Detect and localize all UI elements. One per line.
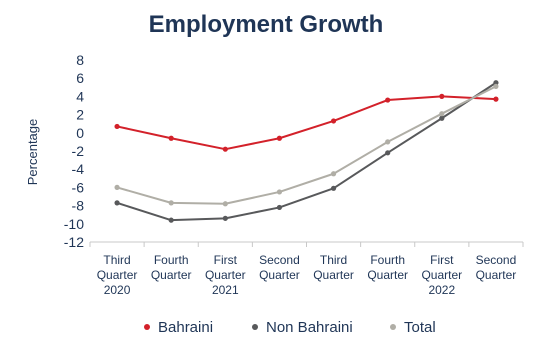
data-point-total — [114, 184, 120, 190]
x-tick-label-line: Fourth — [370, 253, 405, 267]
x-tick-label: Third Quarter 2020 — [97, 253, 138, 297]
x-tick-label-line: Fourth — [154, 253, 189, 267]
y-axis: 8 6 4 2 0 -2 -4 -6 -8 -10 -12 — [64, 52, 84, 250]
data-point-non-bahraini — [222, 215, 228, 221]
x-tick-label: Second Quarter — [259, 253, 300, 282]
data-point-non-bahraini — [385, 150, 391, 156]
x-tick-label-line: Quarter — [476, 268, 517, 282]
series-line-non-bahraini — [116, 81, 497, 222]
y-tick-label: -4 — [72, 161, 85, 177]
y-tick-label: 4 — [76, 88, 84, 104]
y-tick-label: -2 — [72, 143, 85, 159]
x-tick-label: Fourth Quarter — [367, 253, 408, 282]
legend: Bahraini Non Bahraini Total — [144, 319, 436, 336]
data-point-non-bahraini — [168, 217, 174, 223]
x-tick-label: First Quarter 2021 — [205, 253, 246, 297]
legend-marker-bahraini — [144, 324, 150, 330]
data-point-bahraini — [114, 123, 120, 130]
x-tick-label-line: Quarter — [259, 268, 300, 282]
data-point-bahraini — [276, 135, 283, 141]
series-group — [114, 80, 499, 223]
x-tick-label-line: Second — [259, 253, 300, 267]
y-axis-label: Percentage — [25, 119, 40, 186]
x-tick-label-line: 2022 — [428, 283, 455, 297]
legend-marker-non-bahraini — [252, 324, 258, 330]
x-tick-label-line: 2020 — [104, 283, 131, 297]
y-tick-label: -12 — [64, 234, 84, 250]
x-tick-label: Fourth Quarter — [151, 253, 192, 282]
x-tick-label: First Quarter 2022 — [421, 253, 462, 297]
legend-label-non-bahraini: Non Bahraini — [266, 319, 353, 336]
data-point-non-bahraini — [493, 80, 499, 86]
data-point-non-bahraini — [114, 200, 120, 206]
x-tick-label-line: First — [214, 253, 238, 267]
data-point-total — [439, 111, 445, 117]
x-tick-label-line: Quarter — [151, 268, 192, 282]
x-tick-label-line: First — [430, 253, 454, 267]
x-tick-label-line: Quarter — [313, 268, 354, 282]
data-point-bahraini — [330, 118, 337, 124]
data-point-total — [222, 201, 228, 207]
legend-label-total: Total — [404, 319, 436, 336]
y-tick-label: 0 — [76, 125, 84, 141]
data-point-bahraini — [493, 96, 499, 102]
data-point-bahraini — [385, 97, 391, 103]
x-tick-label-line: Quarter — [205, 268, 246, 282]
chart-title: Employment Growth — [149, 11, 384, 38]
y-tick-label: -10 — [64, 216, 84, 232]
legend-marker-total — [390, 324, 396, 330]
x-tick-label-line: Quarter — [367, 268, 408, 282]
series-line-total — [116, 85, 497, 205]
data-point-bahraini — [222, 146, 228, 152]
x-tick-label-line: 2021 — [212, 283, 239, 297]
y-tick-label: 6 — [76, 70, 84, 86]
x-tick-label: Third Quarter — [313, 253, 354, 282]
x-tick-label: Second Quarter — [476, 253, 517, 282]
x-tick-label-line: Third — [103, 253, 130, 267]
data-point-total — [330, 171, 337, 177]
data-point-bahraini — [439, 93, 445, 99]
y-tick-label: -6 — [72, 179, 85, 195]
x-tick-label-line: Quarter — [421, 268, 462, 282]
data-point-total — [276, 189, 283, 195]
legend-label-bahraini: Bahraini — [158, 319, 213, 336]
data-point-non-bahraini — [330, 185, 337, 191]
y-tick-label: 2 — [76, 107, 84, 123]
data-point-total — [168, 200, 174, 206]
data-point-non-bahraini — [439, 115, 445, 121]
x-tick-label-line: Third — [320, 253, 347, 267]
x-tick-label-line: Quarter — [97, 268, 138, 282]
data-point-bahraini — [168, 135, 174, 141]
y-tick-label: -8 — [72, 198, 85, 214]
y-tick-label: 8 — [76, 52, 84, 68]
data-point-total — [493, 83, 499, 89]
data-point-non-bahraini — [276, 204, 283, 211]
data-point-total — [385, 139, 391, 145]
series-line-bahraini — [116, 95, 496, 151]
x-tick-label-line: Second — [476, 253, 517, 267]
